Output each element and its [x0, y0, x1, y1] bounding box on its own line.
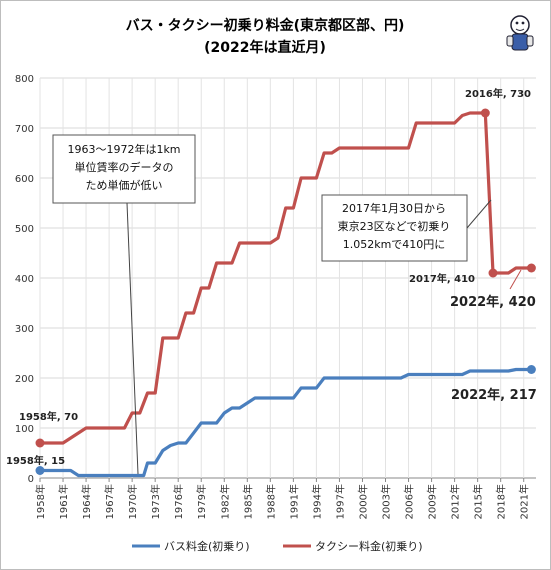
x-tick-label: 2000年	[356, 484, 369, 519]
label-taxi-1958: 1958年, 70	[19, 410, 78, 423]
callout-2-line-1: 2017年1月30日から	[342, 201, 446, 215]
y-axis-ticks: 0 100 200 300 400 500 600 700 800	[15, 74, 34, 485]
callout-2-line-2: 東京23区などで初乗り	[338, 219, 451, 233]
x-tick-label: 1982年	[218, 484, 231, 519]
series-lines	[40, 111, 532, 478]
series-markers	[35, 108, 536, 475]
x-tick-label: 2003年	[380, 484, 393, 519]
x-tick-label: 2021年	[518, 484, 531, 519]
x-tick-label: 2009年	[426, 484, 439, 519]
y-tick-label: 500	[15, 224, 34, 235]
x-tick-label: 1961年	[57, 484, 70, 519]
leader-taxi-2022	[509, 269, 522, 290]
data-point-marker	[526, 365, 536, 374]
callout-1-line-3: ため単価が低い	[86, 178, 163, 192]
callout-2017: 2017年1月30日から 東京23区などで初乗り 1.052kmで410円に	[321, 194, 492, 262]
data-point-marker	[35, 438, 45, 448]
x-tick-label: 1979年	[195, 484, 208, 519]
data-point-marker	[480, 108, 490, 118]
y-tick-label: 300	[15, 324, 34, 335]
x-tick-label: 2015年	[472, 484, 485, 519]
series-line-0	[40, 367, 532, 478]
x-axis-ticks: 1958年 1961年 1964年 1967年 1970年 1973年 1976年 1979年…	[34, 478, 531, 519]
callout-2-line-3: 1.052kmで410円に	[343, 238, 446, 251]
legend: バス料金(初乗り) タクシー料金(初乗り)	[132, 539, 423, 553]
chart-subtitle: (2022年は直近月)	[204, 39, 326, 56]
x-tick-label: 2006年	[403, 484, 416, 519]
x-tick-label: 1967年	[103, 484, 116, 519]
mascot-icon	[506, 15, 534, 51]
x-tick-label: 1970年	[126, 484, 139, 519]
callout-1-line-1: 1963〜1972年は1km	[67, 142, 180, 156]
callout-1963-1972: 1963〜1972年は1km 単位賃率のデータの ため単価が低い	[52, 134, 196, 475]
x-tick-label: 1973年	[149, 484, 162, 519]
x-tick-label: 1997年	[333, 484, 346, 519]
legend-label-bus: バス料金(初乗り)	[164, 539, 250, 553]
label-bus-1958: 1958年, 15	[6, 454, 65, 467]
label-taxi-2016: 2016年, 730	[465, 87, 531, 100]
x-tick-label: 2018年	[495, 484, 508, 519]
y-tick-label: 200	[15, 374, 34, 385]
y-tick-label: 100	[15, 424, 34, 435]
callout-1-line-2: 単位賃率のデータの	[75, 160, 174, 174]
x-tick-label: 1994年	[310, 484, 323, 519]
x-tick-label: 1991年	[287, 484, 300, 519]
y-tick-label: 0	[28, 474, 34, 485]
x-tick-label: 1976年	[172, 484, 185, 519]
legend-label-taxi: タクシー料金(初乗り)	[315, 539, 423, 553]
label-taxi-2022: 2022年, 420	[450, 294, 536, 310]
y-tick-label: 700	[15, 124, 34, 135]
y-tick-label: 400	[15, 274, 34, 285]
y-tick-label: 800	[15, 74, 34, 85]
data-point-marker	[488, 268, 498, 278]
label-bus-2022: 2022年, 217	[451, 387, 537, 403]
data-point-marker	[35, 466, 45, 475]
y-tick-label: 600	[15, 174, 34, 185]
data-point-marker	[526, 263, 536, 273]
label-taxi-2017: 2017年, 410	[409, 272, 475, 285]
x-tick-label: 2012年	[449, 484, 462, 519]
x-tick-label: 1958年	[34, 484, 47, 519]
chart-title: バス・タクシー初乗り料金(東京都区部、円)	[126, 17, 405, 34]
series-line-1	[40, 111, 532, 445]
x-tick-label: 1964年	[80, 484, 93, 519]
x-tick-label: 1988年	[264, 484, 277, 519]
x-tick-label: 1985年	[241, 484, 254, 519]
